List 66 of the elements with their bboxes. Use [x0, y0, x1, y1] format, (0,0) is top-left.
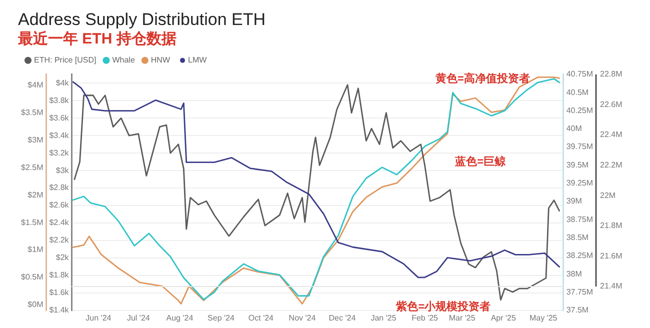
- y-tick-label: $2.6k: [49, 200, 70, 210]
- y3-tick-label: 38.25M: [566, 251, 594, 260]
- y-tick-label: 21.6M: [600, 251, 623, 260]
- y-tick-label: $3.4k: [49, 130, 70, 140]
- legend-label: Whale: [112, 56, 136, 65]
- y3-tick-label: 40M: [566, 124, 582, 134]
- y-tick-label: 22.4M: [600, 130, 623, 140]
- y3-tick-label: 39.5M: [566, 160, 589, 170]
- x-tick-label: Apr '25: [490, 313, 516, 322]
- y-tick-label: 21.8M: [600, 221, 623, 230]
- chart-subtitle: 最近一年 ETH 持仓数据: [17, 30, 176, 48]
- y-tick-label: $3.8k: [49, 96, 70, 105]
- y3-tick-label: 39M: [566, 196, 582, 206]
- y-tick-label: $4k: [56, 78, 70, 88]
- y2-tick-label: $0M: [28, 300, 44, 310]
- y-tick-label: 22.2M: [600, 160, 623, 170]
- y2-tick-label: $3.5M: [21, 108, 44, 118]
- y2-tick-label: $2.5M: [21, 162, 44, 172]
- y3-tick-label: 37.5M: [566, 306, 589, 315]
- y-tick-label: $2.8k: [49, 183, 70, 192]
- annotation: 黄色=高净值投资者: [434, 72, 530, 86]
- y3-tick-label: 38.75M: [566, 214, 594, 224]
- y-tick-label: $1.6k: [49, 288, 70, 298]
- y3-tick-label: 39.25M: [566, 178, 594, 188]
- legend-label: LMW: [188, 56, 208, 65]
- y2-tick-label: $0.5M: [21, 272, 44, 282]
- y-tick-label: $3.6k: [49, 113, 70, 122]
- y-tick-label: $3k: [56, 166, 70, 175]
- annotation: 紫色=小规模投资者: [395, 300, 491, 313]
- x-tick-label: May '25: [529, 313, 558, 322]
- x-tick-label: Oct '24: [248, 313, 274, 322]
- y-tick-label: 22.8M: [600, 70, 623, 79]
- y-tick-label: 21.4M: [600, 282, 623, 291]
- legend-label: HNW: [150, 56, 170, 65]
- y2-tick-label: $4M: [28, 80, 44, 90]
- y-tick-label: $3.2k: [49, 148, 70, 158]
- y3-tick-label: 40.25M: [566, 106, 594, 115]
- y2-tick-label: $2M: [28, 190, 44, 200]
- y-tick-label: $2.2k: [49, 236, 70, 245]
- y-tick-label: $1.8k: [49, 270, 70, 280]
- y3-tick-label: 38.5M: [566, 232, 589, 242]
- x-tick-label: Jan '25: [370, 313, 397, 322]
- x-tick-label: Nov '24: [288, 313, 316, 322]
- y3-tick-label: 39.75M: [566, 142, 594, 152]
- chart-title: Address Supply Distribution ETH: [18, 10, 266, 29]
- y-tick-label: $2k: [56, 253, 70, 262]
- y3-tick-label: 38M: [566, 269, 582, 278]
- x-tick-label: Aug '24: [166, 313, 194, 322]
- y-tick-label: $2.4k: [49, 218, 70, 228]
- annotation: 蓝色=巨鲸: [454, 154, 506, 168]
- y3-tick-label: 37.75M: [566, 287, 594, 296]
- x-tick-label: Mar '25: [448, 313, 476, 322]
- x-tick-label: Sep '24: [208, 313, 235, 322]
- x-tick-label: Jul '24: [126, 313, 150, 322]
- x-tick-label: Feb '25: [412, 313, 439, 322]
- y3-tick-label: 40.5M: [566, 88, 589, 97]
- y-tick-label: 22M: [600, 190, 616, 200]
- y3-tick-label: 40.75M: [566, 70, 594, 79]
- y2-tick-label: $3M: [28, 135, 44, 144]
- legend-label: ETH: Price [USD]: [34, 56, 96, 65]
- x-tick-label: Dec '24: [328, 313, 356, 322]
- x-tick-label: Jun '24: [86, 313, 112, 322]
- y-tick-label: $1.4k: [49, 306, 70, 315]
- y2-tick-label: $1.5M: [21, 218, 44, 227]
- y2-tick-label: $1M: [28, 245, 44, 254]
- y-tick-label: 22.6M: [600, 100, 623, 109]
